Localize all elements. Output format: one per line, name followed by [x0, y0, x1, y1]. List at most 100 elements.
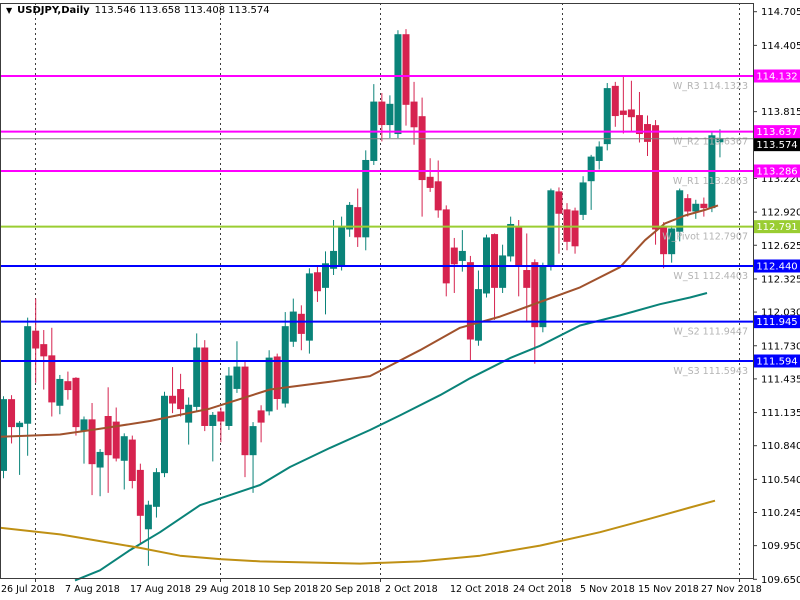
candle-up [233, 366, 241, 389]
candle-down [700, 203, 708, 209]
price-axis-label: 112.325 [761, 274, 800, 285]
current-price-badge [754, 138, 800, 152]
candle-up [579, 182, 587, 215]
candle-down [644, 124, 651, 142]
price-level-badge-w_r3 [754, 69, 800, 83]
candle-up [120, 436, 128, 461]
candle-up [692, 203, 700, 212]
candle-up [499, 255, 507, 288]
price-axis-label: 110.245 [761, 508, 800, 519]
candle-down [571, 210, 579, 247]
candle-down [169, 395, 177, 404]
price-level-badge-w_r2 [754, 125, 800, 139]
candle-down [531, 262, 539, 328]
candle-down [112, 421, 120, 459]
pivot-line-label-w_s2: W_S2 111.9447 [673, 327, 748, 338]
candle-down [627, 109, 635, 118]
candle-up [281, 326, 289, 404]
candle-up [305, 273, 313, 341]
time-axis-label: 24 Oct 2018 [513, 584, 572, 595]
price-axis-label: 112.920 [761, 208, 800, 219]
candle-up [587, 156, 595, 182]
price-axis-label: 113.815 [761, 107, 800, 118]
candle-down [217, 411, 225, 422]
candle-up [152, 472, 160, 507]
candle-up [676, 190, 684, 232]
price-axis-label: 109.650 [761, 575, 800, 586]
candle-down [8, 399, 16, 428]
price-level-badge-w_s1-text: 112.440 [756, 261, 797, 272]
price-level-badge-w_r1 [754, 164, 800, 178]
time-axis-label: 12 Oct 2018 [450, 584, 509, 595]
candle-up [144, 504, 152, 530]
chart-dropdown-icon[interactable]: ▼ [6, 5, 13, 15]
candle-up [362, 159, 370, 238]
plot-frame [0, 3, 754, 579]
price-axis-label: 112.030 [761, 308, 800, 319]
candle-up [394, 34, 402, 135]
ma-fast-brown-line [0, 204, 719, 438]
candle-down [40, 344, 48, 357]
candle-up [322, 263, 329, 288]
candle-down [410, 101, 418, 128]
candle-up [56, 378, 64, 406]
candle-down [257, 410, 265, 423]
price-level-badge-w_r2-text: 113.637 [756, 127, 797, 138]
candle-down [354, 207, 362, 238]
time-axis-label: 10 Sep 2018 [258, 584, 318, 595]
current-price-badge-text: 113.574 [756, 140, 797, 151]
candle-down [241, 366, 249, 456]
candle-up [458, 250, 466, 261]
candle-down [128, 439, 136, 482]
price-axis-label: 109.950 [761, 541, 800, 552]
ma-slow-teal-line [74, 292, 708, 582]
candle-down [32, 330, 40, 349]
candle-down [466, 262, 474, 340]
candle-up [265, 357, 273, 412]
candle-down [555, 191, 563, 214]
chart-plot-area[interactable] [0, 3, 753, 578]
candle-down [402, 34, 410, 105]
pivot-line-label-w_s1: W_S1 112.4403 [673, 271, 748, 282]
candle-down [297, 313, 305, 334]
price-level-badge-w_pivot [754, 220, 800, 234]
candle-up [0, 399, 7, 471]
candle-down [177, 389, 185, 410]
pivot-line-label-w_r3: W_R3 114.1323 [673, 81, 748, 92]
candle-down [136, 469, 144, 516]
candle-down [434, 181, 442, 211]
candle-down [201, 347, 209, 426]
time-axis-label: 27 Nov 2018 [701, 584, 762, 595]
time-axis-label: 5 Nov 2018 [580, 584, 635, 595]
time-axis-label: 29 Aug 2018 [195, 584, 256, 595]
candle-down [563, 209, 571, 242]
time-axis-label: 20 Sep 2018 [320, 584, 380, 595]
price-level-badge-w_s2 [754, 315, 800, 329]
price-axis-label: 110.840 [761, 441, 800, 452]
price-level-badge-w_r3-text: 114.132 [756, 72, 797, 83]
price-axis-label: 114.405 [761, 41, 800, 52]
chart-ohlc-readout: 113.546 113.658 113.408 113.574 [94, 5, 270, 16]
price-axis-label: 114.705 [761, 7, 800, 18]
price-axis-label: 113.220 [761, 174, 800, 185]
candle-up [330, 250, 338, 269]
price-axis-label: 110.540 [761, 475, 800, 486]
price-axis-label: 111.730 [761, 341, 800, 352]
candle-down [72, 377, 80, 428]
candle-down [635, 115, 643, 135]
candle-up [595, 146, 603, 161]
time-axis-label: 17 Aug 2018 [130, 584, 191, 595]
price-level-badge-w_pivot-text: 112.791 [756, 222, 797, 233]
candle-down [652, 125, 660, 230]
candle-down [64, 381, 72, 391]
candle-up [474, 289, 482, 341]
candle-up [225, 375, 233, 426]
candle-down [426, 176, 434, 188]
candle-up [209, 414, 217, 426]
price-level-badge-w_r1-text: 113.286 [756, 166, 797, 177]
candle-down [418, 116, 426, 181]
candle-up [80, 419, 88, 431]
chart-symbol-period: USDJPY,Daily [17, 5, 90, 16]
